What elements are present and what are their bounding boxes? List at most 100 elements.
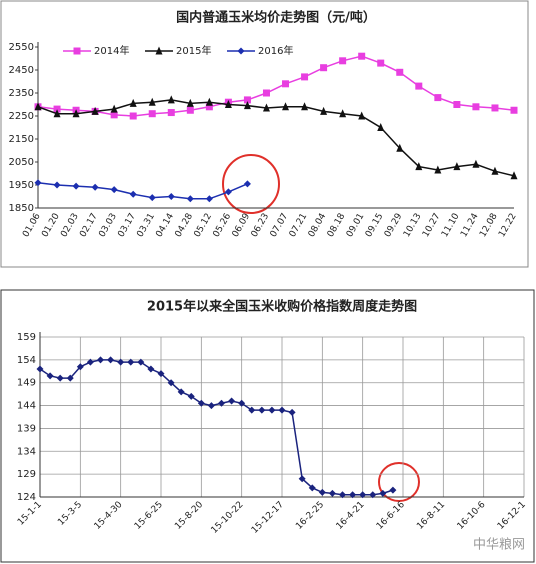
marker: [308, 484, 316, 492]
marker: [396, 68, 404, 76]
marker: [248, 406, 256, 414]
marker: [34, 102, 42, 111]
marker: [238, 399, 246, 407]
marker: [396, 143, 404, 152]
watermark: 中华粮网: [473, 538, 525, 553]
marker: [110, 111, 118, 119]
chart-title: 2015年以来全国玉米收购价格指数周度走势图: [147, 299, 417, 315]
marker: [72, 182, 80, 190]
marker: [491, 104, 499, 112]
marker: [73, 47, 81, 55]
marker: [298, 475, 306, 483]
marker: [157, 370, 165, 378]
marker: [110, 104, 118, 113]
marker: [129, 112, 137, 120]
marker: [186, 106, 194, 114]
marker: [262, 103, 270, 112]
y-tick-label: 2050: [9, 157, 34, 168]
marker: [434, 165, 442, 174]
marker: [86, 358, 94, 366]
marker: [97, 356, 104, 364]
y-tick-label: 1950: [9, 180, 34, 191]
marker: [207, 402, 215, 410]
marker: [349, 491, 357, 499]
marker: [53, 109, 61, 118]
y-tick-label: 154: [17, 355, 36, 366]
marker: [472, 159, 480, 168]
marker: [53, 105, 61, 113]
panel-1: [0, 0, 529, 268]
y-tick-label: 144: [17, 401, 36, 412]
marker: [167, 109, 175, 117]
marker: [72, 109, 80, 118]
marker: [320, 106, 328, 115]
marker: [369, 491, 377, 499]
marker: [148, 110, 156, 118]
marker: [318, 488, 326, 496]
marker: [167, 193, 175, 200]
marker: [453, 101, 461, 108]
marker: [46, 372, 54, 380]
marker: [328, 489, 336, 497]
y-tick-label: 2450: [9, 65, 34, 76]
marker: [377, 59, 385, 67]
marker: [36, 365, 44, 373]
y-tick-label: 134: [17, 446, 36, 457]
y-tick-label: 129: [17, 469, 36, 480]
marker: [358, 52, 366, 60]
marker: [510, 106, 518, 114]
marker: [177, 388, 185, 396]
y-tick-label: 149: [17, 378, 36, 389]
highlight-circle: [222, 154, 280, 214]
marker: [53, 181, 61, 189]
marker: [228, 397, 236, 405]
marker: [358, 111, 366, 120]
marker: [389, 486, 397, 494]
y-tick-label: 2250: [9, 111, 34, 122]
marker: [491, 166, 499, 175]
marker: [167, 379, 175, 387]
marker: [472, 103, 480, 111]
marker: [288, 408, 296, 416]
chart-title: 国内普通玉米均价走势图（元/吨）: [176, 10, 376, 26]
marker: [379, 489, 387, 497]
marker: [129, 190, 137, 198]
marker: [262, 89, 270, 97]
marker: [243, 180, 251, 188]
marker: [186, 195, 194, 203]
marker: [205, 103, 213, 111]
marker: [224, 100, 232, 108]
y-tick-label: 159: [17, 332, 36, 343]
marker: [76, 363, 84, 371]
panel-2: [0, 289, 535, 563]
marker: [147, 365, 155, 373]
marker: [258, 406, 266, 414]
marker: [110, 186, 118, 194]
marker: [415, 82, 423, 90]
marker: [237, 47, 245, 55]
marker: [155, 46, 163, 55]
marker: [107, 356, 115, 364]
marker: [282, 80, 290, 88]
marker: [148, 194, 156, 202]
marker: [148, 97, 156, 106]
highlight-circle: [378, 462, 420, 502]
marker: [415, 162, 423, 171]
marker: [186, 98, 194, 107]
marker: [282, 102, 290, 111]
marker: [56, 374, 64, 382]
marker: [243, 101, 251, 110]
y-tick-label: 124: [17, 492, 36, 503]
marker: [453, 162, 461, 171]
marker: [359, 491, 367, 499]
marker: [91, 106, 99, 115]
marker: [129, 98, 137, 107]
marker: [205, 97, 213, 106]
marker: [268, 406, 276, 414]
marker: [117, 358, 125, 366]
marker: [320, 64, 328, 72]
legend-label: 2015年: [176, 44, 211, 57]
marker: [339, 57, 347, 65]
legend-label: 2016年: [258, 44, 293, 57]
